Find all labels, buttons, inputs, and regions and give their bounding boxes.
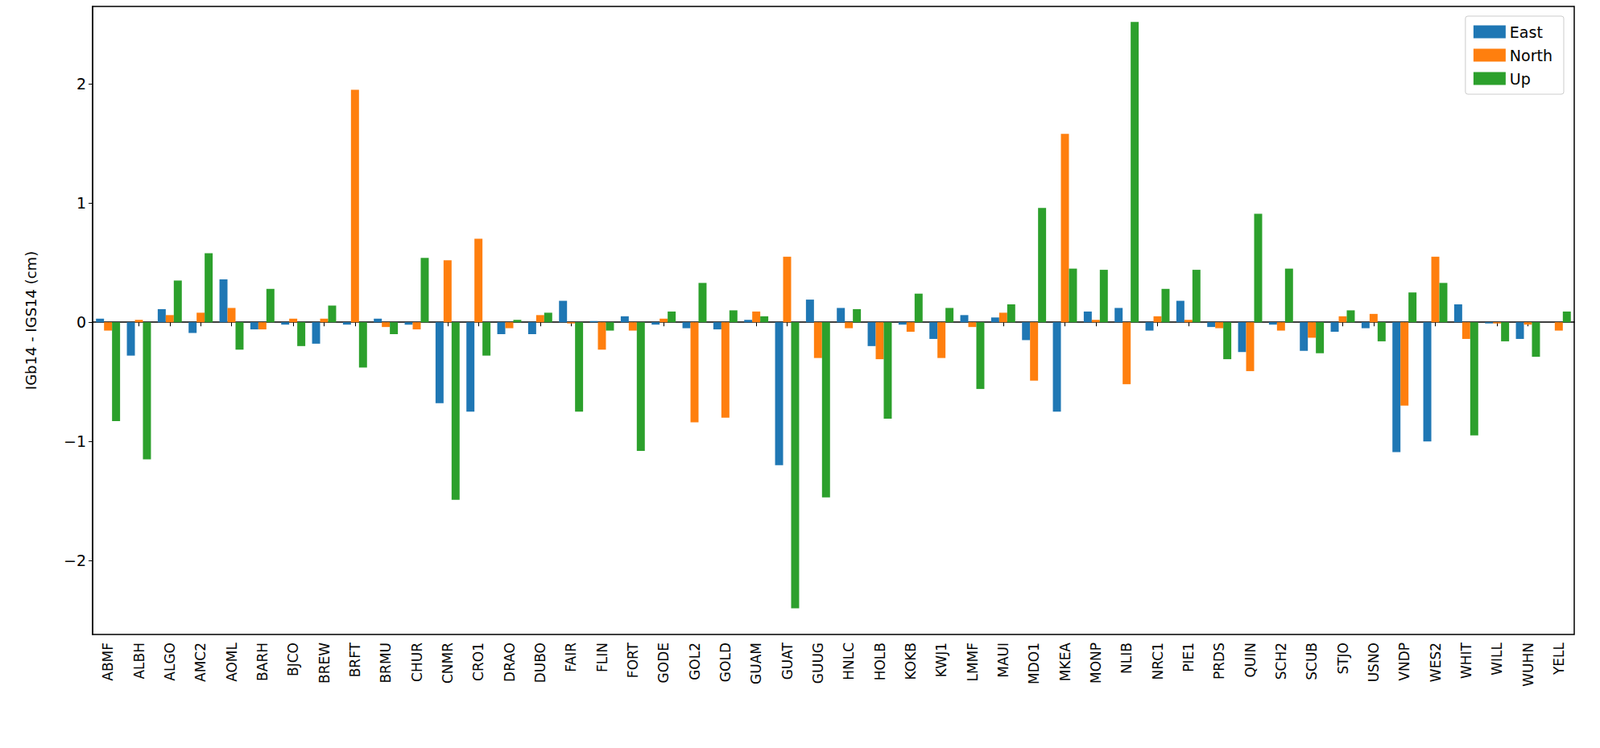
svg-text:CNMR: CNMR: [439, 642, 456, 684]
svg-text:BJCO: BJCO: [285, 642, 302, 677]
svg-text:−2: −2: [63, 551, 87, 570]
svg-text:MAUI: MAUI: [995, 642, 1012, 679]
svg-text:IGb14 - IGS14 (cm): IGb14 - IGS14 (cm): [22, 251, 40, 390]
svg-text:1: 1: [76, 194, 87, 212]
svg-text:AMC2: AMC2: [192, 642, 209, 683]
svg-text:CRO1: CRO1: [470, 642, 487, 682]
svg-text:BARH: BARH: [254, 642, 271, 682]
svg-text:ALGO: ALGO: [161, 642, 178, 682]
svg-text:BREW: BREW: [316, 642, 333, 684]
svg-text:−1: −1: [63, 432, 87, 451]
svg-text:BRFT: BRFT: [347, 641, 364, 678]
svg-text:YELL: YELL: [1550, 641, 1567, 676]
svg-text:AOML: AOML: [223, 641, 240, 682]
svg-text:WILL: WILL: [1488, 641, 1505, 675]
svg-text:USNO: USNO: [1365, 642, 1382, 683]
svg-text:GOLD: GOLD: [717, 642, 734, 683]
svg-text:North: North: [1509, 46, 1553, 65]
svg-text:GOL2: GOL2: [686, 642, 703, 681]
svg-text:GUAM: GUAM: [748, 642, 765, 685]
svg-text:SCUB: SCUB: [1303, 642, 1320, 681]
svg-text:KOKB: KOKB: [902, 642, 919, 680]
svg-text:MDO1: MDO1: [1025, 642, 1042, 685]
svg-text:DUBO: DUBO: [532, 642, 549, 683]
svg-text:DRAO: DRAO: [501, 642, 518, 683]
svg-text:PRDS: PRDS: [1211, 642, 1228, 680]
svg-text:NRC1: NRC1: [1149, 642, 1166, 680]
svg-text:MKEA: MKEA: [1057, 642, 1074, 683]
svg-text:ABMF: ABMF: [99, 642, 116, 682]
svg-text:BRMU: BRMU: [377, 642, 394, 684]
svg-text:HNLC: HNLC: [840, 642, 857, 681]
svg-text:VNDP: VNDP: [1396, 642, 1413, 682]
svg-text:STJO: STJO: [1335, 642, 1352, 675]
svg-text:FLIN: FLIN: [594, 642, 611, 673]
svg-text:QUIN: QUIN: [1242, 642, 1259, 679]
svg-text:HOLB: HOLB: [872, 642, 889, 681]
svg-text:KWJ1: KWJ1: [933, 642, 950, 678]
svg-text:WES2: WES2: [1427, 642, 1444, 683]
svg-text:NLIB: NLIB: [1118, 642, 1135, 674]
svg-text:MONP: MONP: [1087, 642, 1104, 684]
svg-text:East: East: [1509, 23, 1543, 42]
svg-text:2: 2: [76, 74, 87, 93]
svg-text:0: 0: [76, 313, 87, 331]
svg-text:SCH2: SCH2: [1273, 642, 1290, 680]
svg-text:Up: Up: [1509, 70, 1531, 88]
svg-text:CHUR: CHUR: [409, 642, 426, 683]
svg-text:LMMF: LMMF: [964, 642, 981, 683]
svg-text:WHIT: WHIT: [1458, 641, 1475, 679]
svg-text:FORT: FORT: [624, 641, 641, 679]
svg-text:GODE: GODE: [655, 642, 672, 683]
svg-text:GUAT: GUAT: [779, 641, 796, 680]
svg-text:PIE1: PIE1: [1180, 642, 1197, 673]
svg-text:ALBH: ALBH: [131, 642, 148, 680]
svg-text:FAIR: FAIR: [562, 642, 579, 673]
svg-text:GUUG: GUUG: [810, 642, 827, 684]
svg-text:WUHN: WUHN: [1520, 642, 1537, 687]
